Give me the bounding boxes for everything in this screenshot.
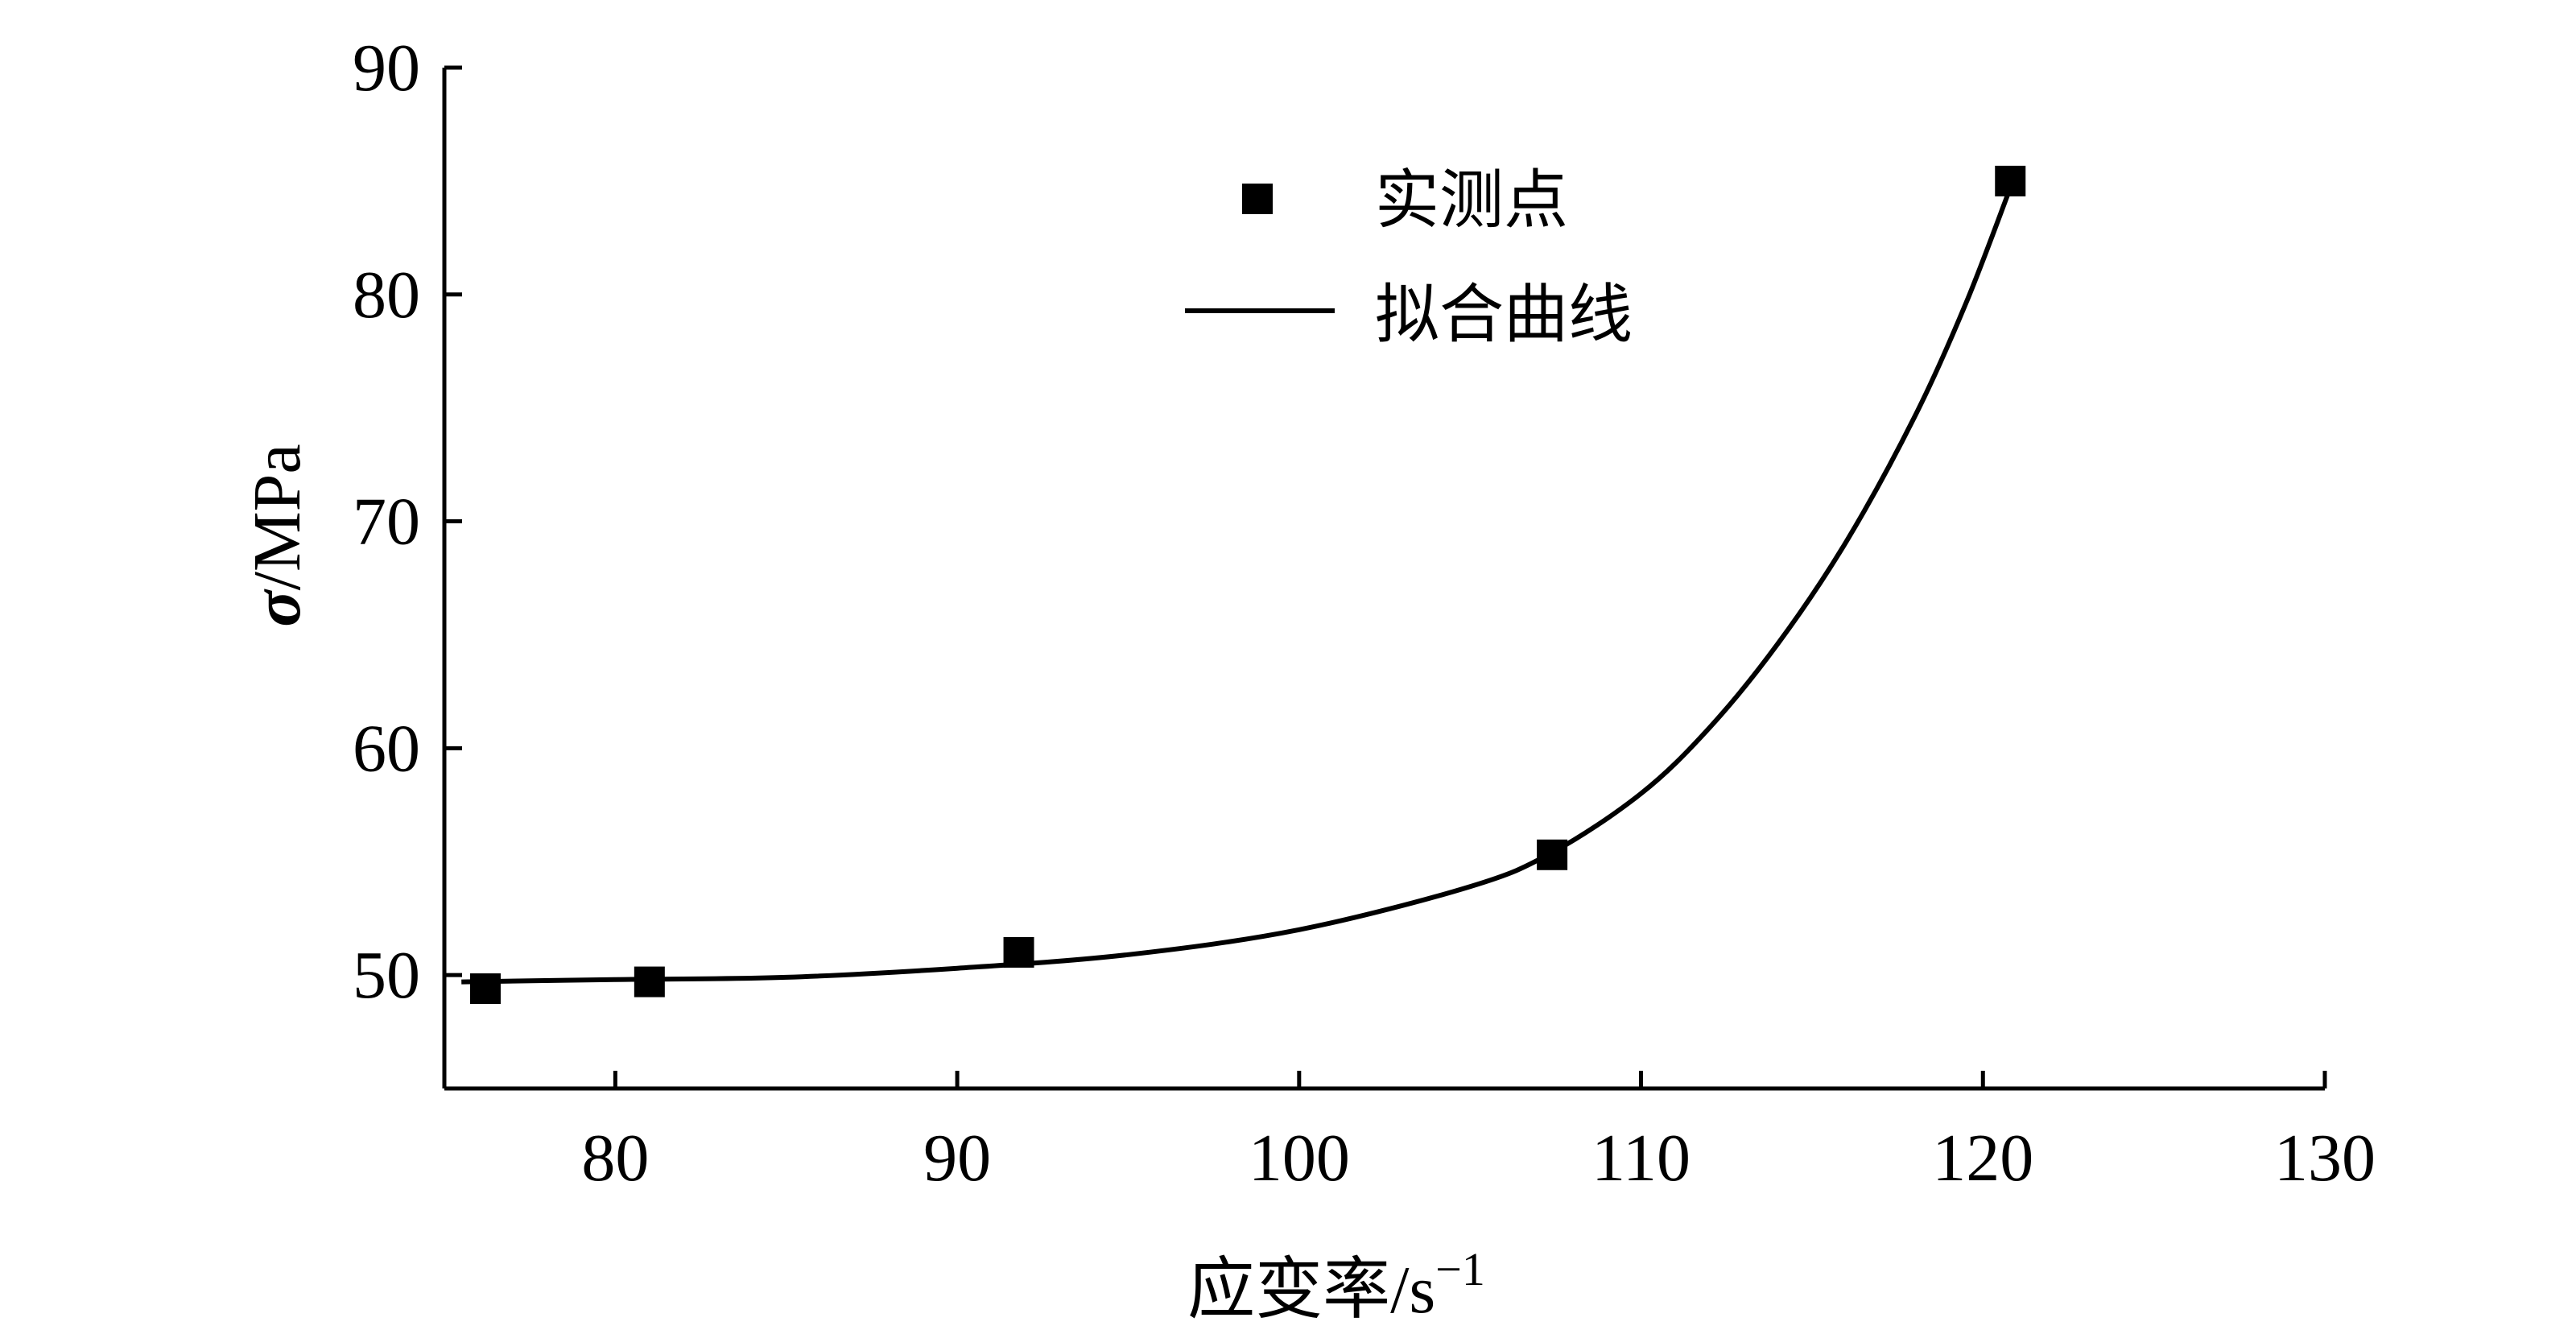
y-tick-label: 50 <box>353 938 420 1013</box>
data-point-marker <box>634 966 665 998</box>
legend-marker-measured <box>1242 184 1273 214</box>
y-tick-label: 80 <box>353 258 420 332</box>
y-axis-label: σ/MPa <box>240 444 315 626</box>
data-point-marker <box>1995 165 2026 196</box>
plot-area <box>461 165 2026 1005</box>
x-tick-label: 130 <box>2274 1121 2376 1196</box>
x-tick-label: 80 <box>581 1121 649 1196</box>
data-point-marker <box>469 973 501 1005</box>
axes <box>442 68 2325 1091</box>
y-axis-label-symbol: σ <box>240 589 315 627</box>
x-tick-label: 90 <box>923 1121 991 1196</box>
y-tick-label: 90 <box>353 31 420 105</box>
data-point-marker <box>1537 839 1568 870</box>
y-tick-label: 60 <box>353 711 420 786</box>
fit-curve <box>461 187 2013 985</box>
y-tick-label: 70 <box>353 485 420 560</box>
x-axis-label: 应变率/s−1 <box>1187 1243 1485 1328</box>
x-axis-label-superscript: −1 <box>1435 1243 1485 1295</box>
legend-label-measured: 实测点 <box>1375 163 1568 238</box>
x-tick-label: 100 <box>1249 1121 1350 1196</box>
ticks: 80 90 100 110 120 130 50 60 70 80 90 <box>353 31 2376 1196</box>
y-axis-label-unit: /MPa <box>240 444 315 590</box>
data-point-marker <box>1003 936 1034 968</box>
legend-label-fit: 拟合曲线 <box>1375 277 1633 352</box>
x-tick-label: 110 <box>1591 1121 1690 1196</box>
x-axis-label-text: 应变率/s <box>1187 1253 1435 1328</box>
x-tick-label: 120 <box>1932 1121 2033 1196</box>
legend: 实测点 拟合曲线 <box>1185 163 1633 352</box>
